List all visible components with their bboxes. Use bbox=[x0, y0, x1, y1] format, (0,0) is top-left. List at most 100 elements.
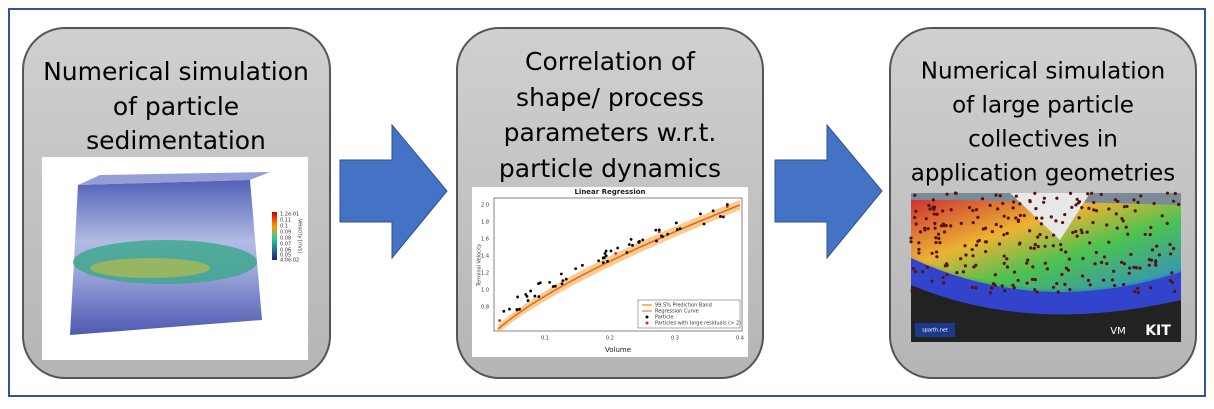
texture-dot bbox=[930, 279, 934, 283]
texture-dot bbox=[921, 270, 925, 274]
texture-dot bbox=[1094, 209, 1099, 213]
texture-dot bbox=[924, 217, 928, 221]
texture-dot bbox=[939, 224, 944, 228]
texture-dot bbox=[1099, 260, 1104, 264]
texture-dot bbox=[1115, 226, 1119, 230]
colorbar-label: 0.05 bbox=[280, 253, 291, 259]
texture-dot bbox=[1152, 201, 1156, 206]
texture-dot bbox=[698, 212, 702, 216]
plot-y-tick: 1.6 bbox=[481, 237, 489, 243]
texture-dot bbox=[913, 270, 918, 274]
texture-dot bbox=[935, 212, 939, 216]
texture-dot bbox=[581, 263, 584, 267]
texture-dot bbox=[1093, 262, 1097, 266]
texture-dot bbox=[553, 284, 557, 288]
texture-dot bbox=[1045, 267, 1049, 271]
texture-dot bbox=[1091, 220, 1095, 225]
plot-y-tick: 1.8 bbox=[481, 220, 489, 226]
step-text: Correlation of bbox=[525, 47, 696, 76]
texture-dot bbox=[1030, 277, 1035, 281]
texture-dot bbox=[702, 222, 706, 226]
texture-dot bbox=[942, 230, 947, 234]
texture-dot bbox=[1002, 254, 1006, 258]
texture-dot bbox=[1116, 199, 1120, 203]
texture-dot bbox=[988, 291, 993, 295]
texture-dot bbox=[560, 282, 564, 286]
texture-dot bbox=[666, 232, 670, 236]
texture-dot bbox=[1056, 290, 1060, 294]
texture-dot bbox=[1018, 213, 1022, 217]
texture-dot bbox=[614, 252, 618, 255]
texture-dot bbox=[1133, 209, 1137, 213]
texture-dot bbox=[1113, 198, 1118, 202]
texture-dot bbox=[1036, 244, 1040, 249]
texture-dot bbox=[508, 307, 511, 311]
texture-dot bbox=[1064, 266, 1068, 270]
texture-dot bbox=[1122, 262, 1126, 266]
plot-x-tick: 0.2 bbox=[606, 336, 614, 342]
colorbar-label: 0.09 bbox=[280, 230, 291, 236]
texture-dot bbox=[1143, 232, 1147, 237]
texture-dot bbox=[1070, 205, 1074, 209]
step-text: of large particle bbox=[952, 93, 1134, 119]
texture-dot bbox=[1133, 289, 1137, 294]
colorbar-label: 4.0e-02 bbox=[280, 258, 299, 264]
texture-dot bbox=[1099, 192, 1103, 197]
plot-legend-label: Particle bbox=[655, 315, 673, 321]
texture-dot bbox=[977, 238, 982, 243]
texture-dot bbox=[1033, 288, 1037, 292]
texture-dot bbox=[1038, 232, 1042, 237]
texture-dot bbox=[625, 251, 629, 254]
texture-dot bbox=[1012, 270, 1017, 274]
texture-dot bbox=[1085, 230, 1089, 234]
texture-dot bbox=[1129, 252, 1133, 257]
texture-dot bbox=[725, 203, 729, 206]
texture-dot bbox=[1112, 283, 1117, 288]
texture-dot bbox=[943, 264, 947, 268]
texture-dot bbox=[654, 228, 658, 232]
texture-dot bbox=[529, 289, 533, 293]
texture-dot bbox=[1136, 200, 1140, 204]
colorbar-label: 0.1 bbox=[280, 224, 288, 230]
texture-dot bbox=[1059, 242, 1063, 247]
texture-dot bbox=[1165, 221, 1169, 225]
texture-dot bbox=[1068, 287, 1072, 292]
texture-dot bbox=[1011, 283, 1015, 287]
texture-dot bbox=[1110, 278, 1115, 282]
plot-y-tick: 1.0 bbox=[481, 288, 489, 294]
texture-dot bbox=[498, 319, 502, 322]
texture-dot bbox=[955, 270, 959, 275]
texture-dot bbox=[502, 309, 506, 313]
texture-dot bbox=[604, 249, 608, 253]
texture-dot bbox=[994, 222, 998, 227]
texture-dot bbox=[1149, 225, 1153, 230]
texture-dot bbox=[1032, 246, 1036, 250]
texture-dot bbox=[938, 241, 942, 245]
texture-dot bbox=[616, 246, 620, 250]
texture-dot bbox=[1132, 265, 1136, 269]
texture-dot bbox=[1012, 200, 1016, 204]
texture-dot bbox=[993, 273, 997, 277]
colorbar-label: 0.07 bbox=[280, 242, 291, 248]
texture-dot bbox=[1126, 232, 1130, 236]
texture-dot bbox=[1068, 191, 1073, 195]
plot-y-tick: 1.2 bbox=[481, 271, 489, 277]
texture-dot bbox=[1066, 268, 1070, 272]
texture-dot bbox=[1148, 232, 1152, 237]
texture-dot bbox=[959, 257, 963, 261]
texture-dot bbox=[1055, 282, 1059, 286]
texture-dot bbox=[1055, 196, 1059, 200]
texture-dot bbox=[1042, 196, 1046, 200]
texture-dot bbox=[976, 215, 980, 219]
texture-dot bbox=[917, 241, 921, 245]
texture-dot bbox=[1105, 223, 1109, 227]
texture-dot bbox=[1150, 248, 1155, 252]
texture-dot bbox=[1125, 204, 1129, 209]
texture-dot bbox=[1075, 234, 1079, 238]
texture-dot bbox=[1043, 244, 1047, 248]
plot-legend-label: 99.5% Prediction Band bbox=[655, 303, 712, 309]
texture-dot bbox=[606, 259, 609, 263]
texture-dot bbox=[1028, 198, 1032, 203]
texture-dot bbox=[996, 207, 1000, 211]
texture-dot bbox=[1105, 261, 1109, 266]
